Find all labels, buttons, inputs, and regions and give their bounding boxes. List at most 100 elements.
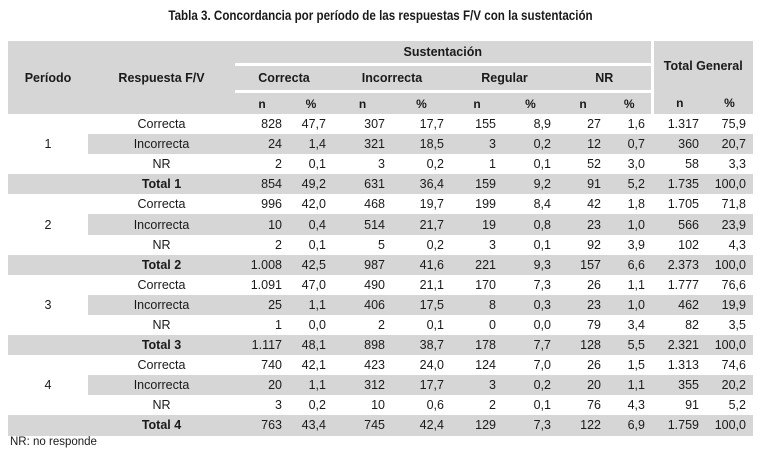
table-row: NR 2 0,1 3 0,2 1 0,1 52 3,0 58 3,3: [8, 154, 753, 174]
respuesta-label: Incorrecta: [88, 375, 235, 396]
total-label: Total 4: [88, 415, 235, 436]
percent-cell: 0,1: [308, 157, 326, 172]
header-group-correcta: Correcta: [235, 64, 333, 93]
percent-cell: 0,2: [308, 398, 326, 413]
percent-cell: 19,9: [706, 294, 753, 315]
header-group-nr: NR: [558, 64, 652, 93]
percent-cell: 7,7: [503, 335, 558, 356]
count-cell: 82: [685, 317, 699, 332]
count-cell: 1.705: [667, 197, 699, 212]
percent-cell: 0,6: [426, 398, 444, 413]
respuesta-label: Incorrecta: [88, 294, 235, 315]
percent-cell: 18,5: [392, 134, 451, 155]
percent-cell: 100,0: [706, 254, 753, 275]
percent-cell: 0,1: [426, 317, 444, 332]
table-row: NR 1 0,0 2 0,1 0 0,0 79 3,4 82 3,5: [8, 315, 753, 335]
table-row: NR 2 0,1 5 0,2 3 0,1 92 3,9 102 4,3: [8, 235, 753, 255]
percent-cell: 20,7: [706, 134, 753, 155]
count-cell: 8: [451, 294, 503, 315]
respuesta-label: Correcta: [137, 277, 186, 292]
percent-cell: 3,3: [728, 157, 746, 172]
count-cell: 122: [558, 415, 608, 436]
count-cell: 25: [235, 294, 289, 315]
count-cell: 10: [371, 398, 385, 413]
respuesta-label: Correcta: [137, 117, 186, 132]
total-spacer-cell: [8, 254, 88, 275]
percent-cell: 7,3: [533, 277, 551, 292]
percent-cell: 42,5: [289, 254, 333, 275]
percent-cell: 100,0: [706, 335, 753, 356]
count-cell: 91: [685, 398, 699, 413]
count-cell: 199: [475, 197, 496, 212]
percent-cell: 0,1: [308, 237, 326, 252]
count-cell: 3: [451, 375, 503, 396]
table-row: NR 3 0,2 10 0,6 2 0,1 76 4,3 91 5,2: [8, 395, 753, 415]
count-cell: 1.313: [667, 358, 699, 373]
count-cell: 52: [587, 157, 601, 172]
percent-cell: 9,2: [503, 174, 558, 195]
percent-cell: 20,2: [706, 375, 753, 396]
percent-cell: 3,4: [627, 317, 645, 332]
count-cell: 631: [333, 174, 392, 195]
count-cell: 1.091: [250, 277, 282, 292]
table-row: Incorrecta 10 0,4 514 21,7 19 0,8 23 1,0 566 23,9: [8, 214, 753, 235]
percent-cell: 74,6: [721, 358, 746, 373]
percent-cell: 0,2: [503, 375, 558, 396]
count-cell: 312: [333, 375, 392, 396]
subheader-n: n: [558, 91, 608, 114]
percent-cell: 0,8: [503, 214, 558, 235]
table-row: Incorrecta 25 1,1 406 17,5 8 0,3 23 1,0 462 19,9: [8, 294, 753, 315]
count-cell: 514: [333, 214, 392, 235]
count-cell: 26: [587, 277, 601, 292]
header-respuesta: Respuesta F/V: [88, 41, 235, 114]
percent-cell: 0,2: [503, 134, 558, 155]
subheader-pct: %: [392, 91, 451, 114]
percent-cell: 5,5: [608, 335, 652, 356]
percent-cell: 0,0: [533, 317, 551, 332]
count-cell: 2.373: [652, 254, 706, 275]
percent-cell: 1,1: [289, 375, 333, 396]
count-cell: 42: [587, 197, 601, 212]
count-cell: 157: [558, 254, 608, 275]
periodo-cell: 4: [44, 378, 52, 393]
count-cell: 26: [587, 358, 601, 373]
percent-cell: 1,1: [627, 277, 645, 292]
subheader-n: n: [451, 91, 503, 114]
count-cell: 355: [652, 375, 706, 396]
count-cell: 745: [333, 415, 392, 436]
count-cell: 159: [451, 174, 503, 195]
total-spacer-cell: [8, 415, 88, 436]
count-cell: 221: [451, 254, 503, 275]
percent-cell: 3,0: [627, 157, 645, 172]
percent-cell: 0,1: [533, 237, 551, 252]
percent-cell: 1,4: [289, 134, 333, 155]
percent-cell: 71,8: [721, 197, 746, 212]
header-periodo: Período: [8, 41, 88, 114]
percent-cell: 9,3: [503, 254, 558, 275]
count-cell: 468: [364, 197, 385, 212]
count-cell: 1: [489, 157, 496, 172]
respuesta-label: NR: [152, 237, 171, 252]
percent-cell: 1,6: [627, 117, 645, 132]
percent-cell: 19,7: [419, 197, 444, 212]
count-cell: 2: [378, 317, 385, 332]
table-row: Incorrecta 24 1,4 321 18,5 3 0,2 12 0,7 360 20,7: [8, 134, 753, 155]
table-caption: Tabla 3. Concordancia por período de las…: [168, 8, 593, 23]
percent-cell: 0,1: [533, 157, 551, 172]
count-cell: 79: [587, 317, 601, 332]
respuesta-label: NR: [152, 398, 171, 413]
count-cell: 10: [235, 214, 289, 235]
count-cell: 423: [364, 358, 385, 373]
percent-cell: 17,7: [419, 117, 444, 132]
subheader-n: n: [333, 91, 392, 114]
percent-cell: 49,2: [289, 174, 333, 195]
count-cell: 1: [275, 317, 282, 332]
count-cell: 2: [489, 398, 496, 413]
count-cell: 170: [475, 277, 496, 292]
footnote: NR: no responde: [10, 436, 97, 448]
subheader-pct: %: [289, 91, 333, 114]
count-cell: 24: [235, 134, 289, 155]
count-cell: 828: [261, 117, 282, 132]
total-label: Total 2: [88, 254, 235, 275]
count-cell: 76: [587, 398, 601, 413]
